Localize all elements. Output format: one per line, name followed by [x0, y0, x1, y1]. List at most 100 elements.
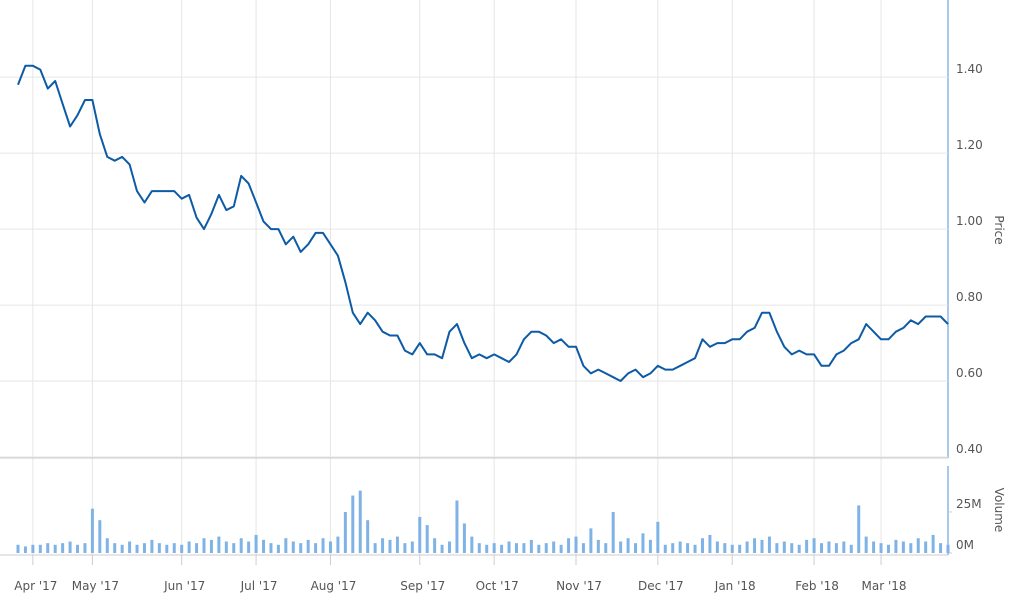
y-tick-label: 0.40 [956, 442, 983, 456]
volume-bar [433, 538, 437, 553]
volume-bar [745, 541, 749, 553]
volume-bar [596, 539, 600, 553]
volume-bar [157, 543, 161, 553]
volume-bar [336, 536, 340, 553]
volume-bar [849, 544, 853, 553]
x-tick-label: Aug '17 [311, 579, 357, 593]
volume-bar [715, 541, 719, 553]
volume-bar [730, 544, 734, 553]
volume-bar [462, 523, 466, 553]
volume-bar [187, 541, 191, 553]
volume-bar [455, 500, 459, 553]
volume-bar [760, 539, 764, 553]
volume-bar [202, 538, 206, 553]
volume-bar [574, 536, 578, 553]
volume-bar [128, 541, 132, 553]
volume-bar [567, 538, 571, 553]
volume-bar [857, 505, 861, 553]
volume-bar [395, 536, 399, 553]
volume-bar [291, 541, 295, 553]
volume-bar [559, 544, 563, 553]
y-tick-label: 0.80 [956, 290, 983, 304]
volume-bar [276, 544, 280, 553]
volume-bar [678, 541, 682, 553]
x-tick-label: Oct '17 [476, 579, 519, 593]
volume-bar [351, 495, 355, 553]
volume-bar [410, 541, 414, 553]
volume-bar [46, 543, 50, 553]
volume-bar [611, 511, 615, 553]
volume-bar [537, 544, 541, 553]
volume-bar [61, 543, 65, 553]
volume-bar [529, 539, 533, 553]
volume-bar [872, 541, 876, 553]
volume-bar [909, 543, 913, 553]
x-tick-label: Jun '17 [163, 579, 205, 593]
x-tick-label: Nov '17 [556, 579, 602, 593]
volume-bar [425, 525, 429, 553]
volume-bar [634, 543, 638, 553]
volume-bar [552, 541, 556, 553]
x-tick-label: Apr '17 [14, 579, 57, 593]
volume-bar [172, 543, 176, 553]
volume-bar [924, 541, 928, 553]
volume-bar [671, 543, 675, 553]
volume-bar [440, 544, 444, 553]
volume-bar [619, 541, 623, 553]
volume-bar [886, 544, 890, 553]
y-tick-label: 1.40 [956, 62, 983, 76]
volume-bar [373, 543, 377, 553]
volume-bar [693, 544, 697, 553]
volume-bar [939, 543, 943, 553]
volume-bar [544, 543, 548, 553]
x-tick-label: Dec '17 [638, 579, 684, 593]
volume-bar [477, 543, 481, 553]
volume-bar [180, 544, 184, 553]
volume-bar [284, 538, 288, 553]
volume-axis-title: Volume [992, 488, 1006, 533]
volume-bar [767, 536, 771, 553]
y-tick-label: 0.60 [956, 366, 983, 380]
price-line [17, 64, 949, 382]
price-axis-title: Price [992, 215, 1006, 244]
volume-bar [626, 538, 630, 553]
volume-bar [135, 544, 139, 553]
volume-bar [723, 543, 727, 553]
volume-bar [738, 544, 742, 553]
y-tick-label: 0M [956, 538, 974, 552]
volume-bar [708, 534, 712, 553]
volume-bar [76, 544, 80, 553]
volume-bar [195, 543, 199, 553]
volume-bar [522, 543, 526, 553]
x-tick-label: Mar '18 [862, 579, 907, 593]
volume-bar [358, 490, 362, 553]
volume-bar [299, 543, 303, 553]
volume-bar [16, 544, 20, 553]
volume-bar [775, 543, 779, 553]
volume-bar [165, 544, 169, 553]
volume-bar [834, 543, 838, 553]
volume-bar [247, 541, 251, 553]
volume-bar [53, 544, 57, 553]
volume-bar [805, 539, 809, 553]
volume-bar [448, 541, 452, 553]
x-tick-label: Jul '17 [240, 579, 278, 593]
volume-bar [90, 508, 94, 553]
volume-bar [31, 544, 35, 553]
volume-bar [83, 543, 87, 553]
volume-bar [113, 543, 117, 553]
volume-bar [403, 543, 407, 553]
volume-bar [485, 544, 489, 553]
volume-bar [500, 544, 504, 553]
volume-bar [262, 539, 266, 553]
volume-bar [239, 538, 243, 553]
volume-bar [686, 543, 690, 553]
volume-bar [812, 538, 816, 553]
volume-bar [343, 511, 347, 553]
volume-bar [314, 543, 318, 553]
x-tick-label: Sep '17 [400, 579, 445, 593]
volume-bar [38, 544, 42, 553]
volume-bar [648, 539, 652, 553]
volume-bar [931, 534, 935, 553]
